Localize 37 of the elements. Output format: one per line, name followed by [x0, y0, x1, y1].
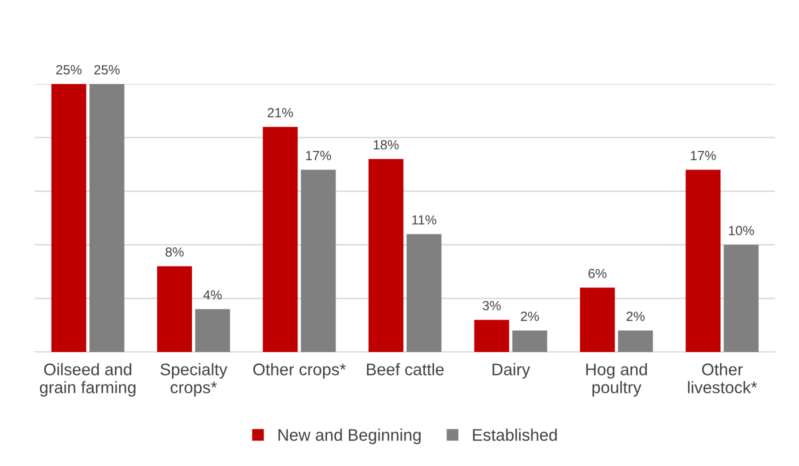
data-label: 11%	[412, 215, 436, 224]
legend-label: New and Beginning	[278, 428, 421, 444]
data-label: 2%	[626, 312, 645, 321]
data-label: 17%	[306, 150, 332, 160]
bar	[262, 126, 298, 352]
x-tick-label: Specialty crops*	[160, 363, 228, 397]
x-tick-label: Other livestock*	[688, 363, 758, 394]
data-label: 6%	[588, 268, 606, 278]
data-label: 4%	[203, 290, 222, 300]
x-tick-label: Dairy	[492, 363, 530, 379]
data-label: 2%	[520, 312, 539, 321]
x-tick-label: Beef cattle	[366, 363, 444, 376]
bar	[618, 330, 653, 352]
bar	[406, 234, 442, 352]
data-label: 25%	[94, 65, 120, 74]
legend-label: Established	[473, 428, 557, 441]
bar	[686, 170, 721, 352]
bar	[512, 330, 548, 352]
bar	[300, 170, 336, 352]
bar	[474, 320, 510, 352]
data-label: 8%	[166, 247, 184, 257]
data-label: 10%	[728, 226, 754, 236]
bar	[368, 159, 404, 352]
x-tick-label: Other crops*	[253, 363, 346, 379]
x-tick-label: Oilseed and grain farming	[40, 363, 136, 397]
bar	[195, 309, 230, 352]
data-label: 25%	[56, 65, 82, 74]
data-label: 3%	[482, 300, 501, 310]
data-label: 18%	[374, 140, 399, 150]
data-label: 21%	[268, 108, 293, 118]
bar	[157, 266, 192, 352]
x-tick-label: Hog and poultry	[586, 363, 647, 397]
bar	[89, 84, 124, 352]
bar	[724, 244, 759, 352]
data-label: 17%	[690, 150, 716, 160]
bar	[580, 288, 615, 352]
bar	[51, 84, 86, 352]
